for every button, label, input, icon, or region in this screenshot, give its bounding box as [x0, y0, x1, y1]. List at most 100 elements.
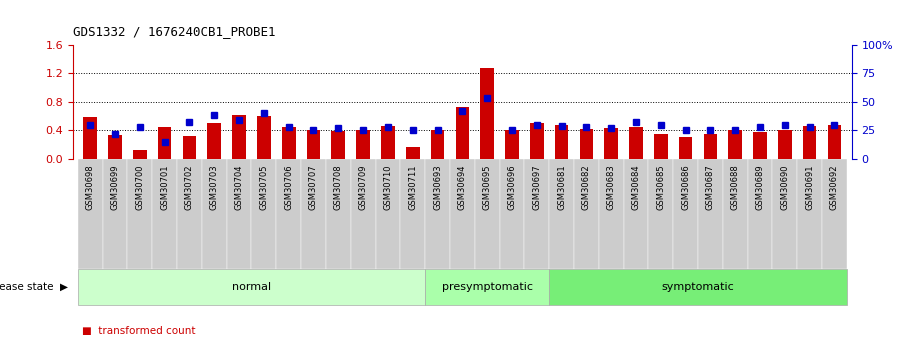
- FancyBboxPatch shape: [400, 159, 425, 269]
- Text: disease state  ▶: disease state ▶: [0, 282, 68, 292]
- Bar: [630, 127, 643, 159]
- FancyBboxPatch shape: [152, 159, 177, 269]
- FancyBboxPatch shape: [326, 159, 351, 269]
- Text: GSM30693: GSM30693: [433, 164, 442, 210]
- FancyBboxPatch shape: [748, 159, 773, 269]
- FancyBboxPatch shape: [499, 159, 525, 269]
- Bar: [530, 123, 544, 159]
- FancyBboxPatch shape: [599, 159, 623, 269]
- Bar: [406, 147, 420, 159]
- Bar: [803, 126, 816, 159]
- Bar: [579, 129, 593, 159]
- Bar: [281, 127, 295, 159]
- Text: GSM30692: GSM30692: [830, 164, 839, 210]
- Text: GSM30705: GSM30705: [260, 164, 269, 210]
- Bar: [182, 136, 196, 159]
- Text: GSM30704: GSM30704: [234, 164, 243, 210]
- Bar: [356, 130, 370, 159]
- Bar: [158, 127, 171, 159]
- Bar: [827, 125, 841, 159]
- FancyBboxPatch shape: [425, 159, 450, 269]
- Bar: [307, 129, 321, 159]
- Text: GSM30699: GSM30699: [110, 164, 119, 210]
- Text: GSM30683: GSM30683: [607, 164, 616, 210]
- Text: GSM30684: GSM30684: [631, 164, 640, 210]
- Bar: [257, 116, 271, 159]
- Text: GDS1332 / 1676240CB1_PROBE1: GDS1332 / 1676240CB1_PROBE1: [73, 25, 275, 38]
- Text: GSM30686: GSM30686: [681, 164, 691, 210]
- FancyBboxPatch shape: [77, 159, 103, 269]
- FancyBboxPatch shape: [649, 159, 673, 269]
- Bar: [505, 129, 518, 159]
- Bar: [679, 137, 692, 159]
- FancyBboxPatch shape: [797, 159, 822, 269]
- Text: GSM30706: GSM30706: [284, 164, 293, 210]
- FancyBboxPatch shape: [375, 159, 400, 269]
- Bar: [208, 123, 221, 159]
- FancyBboxPatch shape: [475, 159, 499, 269]
- FancyBboxPatch shape: [549, 269, 847, 305]
- Bar: [703, 134, 717, 159]
- FancyBboxPatch shape: [450, 159, 475, 269]
- Bar: [604, 128, 618, 159]
- Text: GSM30698: GSM30698: [86, 164, 95, 210]
- FancyBboxPatch shape: [251, 159, 276, 269]
- Text: GSM30682: GSM30682: [582, 164, 591, 210]
- FancyBboxPatch shape: [77, 269, 425, 305]
- Text: GSM30681: GSM30681: [557, 164, 566, 210]
- Bar: [381, 126, 394, 159]
- Text: GSM30710: GSM30710: [384, 164, 393, 210]
- FancyBboxPatch shape: [773, 159, 797, 269]
- Text: GSM30711: GSM30711: [408, 164, 417, 210]
- FancyBboxPatch shape: [623, 159, 649, 269]
- FancyBboxPatch shape: [722, 159, 748, 269]
- Text: GSM30696: GSM30696: [507, 164, 517, 210]
- Text: GSM30700: GSM30700: [136, 164, 144, 210]
- Text: GSM30685: GSM30685: [656, 164, 665, 210]
- Text: GSM30691: GSM30691: [805, 164, 814, 210]
- Text: GSM30695: GSM30695: [483, 164, 492, 210]
- FancyBboxPatch shape: [276, 159, 302, 269]
- Text: GSM30707: GSM30707: [309, 164, 318, 210]
- FancyBboxPatch shape: [822, 159, 847, 269]
- Text: GSM30694: GSM30694: [458, 164, 466, 210]
- Text: GSM30690: GSM30690: [781, 164, 789, 210]
- Bar: [84, 117, 97, 159]
- Text: GSM30708: GSM30708: [333, 164, 343, 210]
- Text: normal: normal: [232, 282, 271, 292]
- Text: GSM30697: GSM30697: [532, 164, 541, 210]
- FancyBboxPatch shape: [177, 159, 202, 269]
- FancyBboxPatch shape: [673, 159, 698, 269]
- Text: presymptomatic: presymptomatic: [442, 282, 533, 292]
- Text: GSM30687: GSM30687: [706, 164, 715, 210]
- Bar: [778, 130, 792, 159]
- Text: symptomatic: symptomatic: [661, 282, 734, 292]
- Text: GSM30709: GSM30709: [359, 164, 368, 210]
- FancyBboxPatch shape: [302, 159, 326, 269]
- Bar: [555, 125, 568, 159]
- FancyBboxPatch shape: [525, 159, 549, 269]
- FancyBboxPatch shape: [103, 159, 128, 269]
- Bar: [108, 135, 122, 159]
- FancyBboxPatch shape: [574, 159, 599, 269]
- Text: GSM30701: GSM30701: [160, 164, 169, 210]
- FancyBboxPatch shape: [351, 159, 375, 269]
- Text: ■  transformed count: ■ transformed count: [82, 326, 196, 336]
- Bar: [654, 134, 668, 159]
- Bar: [456, 107, 469, 159]
- Bar: [332, 131, 345, 159]
- Bar: [753, 132, 767, 159]
- Text: GSM30703: GSM30703: [210, 164, 219, 210]
- Bar: [480, 68, 494, 159]
- FancyBboxPatch shape: [698, 159, 722, 269]
- Bar: [133, 150, 147, 159]
- Bar: [431, 130, 445, 159]
- Bar: [729, 129, 742, 159]
- FancyBboxPatch shape: [549, 159, 574, 269]
- FancyBboxPatch shape: [202, 159, 227, 269]
- Text: GSM30702: GSM30702: [185, 164, 194, 210]
- FancyBboxPatch shape: [128, 159, 152, 269]
- FancyBboxPatch shape: [227, 159, 251, 269]
- Text: GSM30688: GSM30688: [731, 164, 740, 210]
- Bar: [232, 115, 246, 159]
